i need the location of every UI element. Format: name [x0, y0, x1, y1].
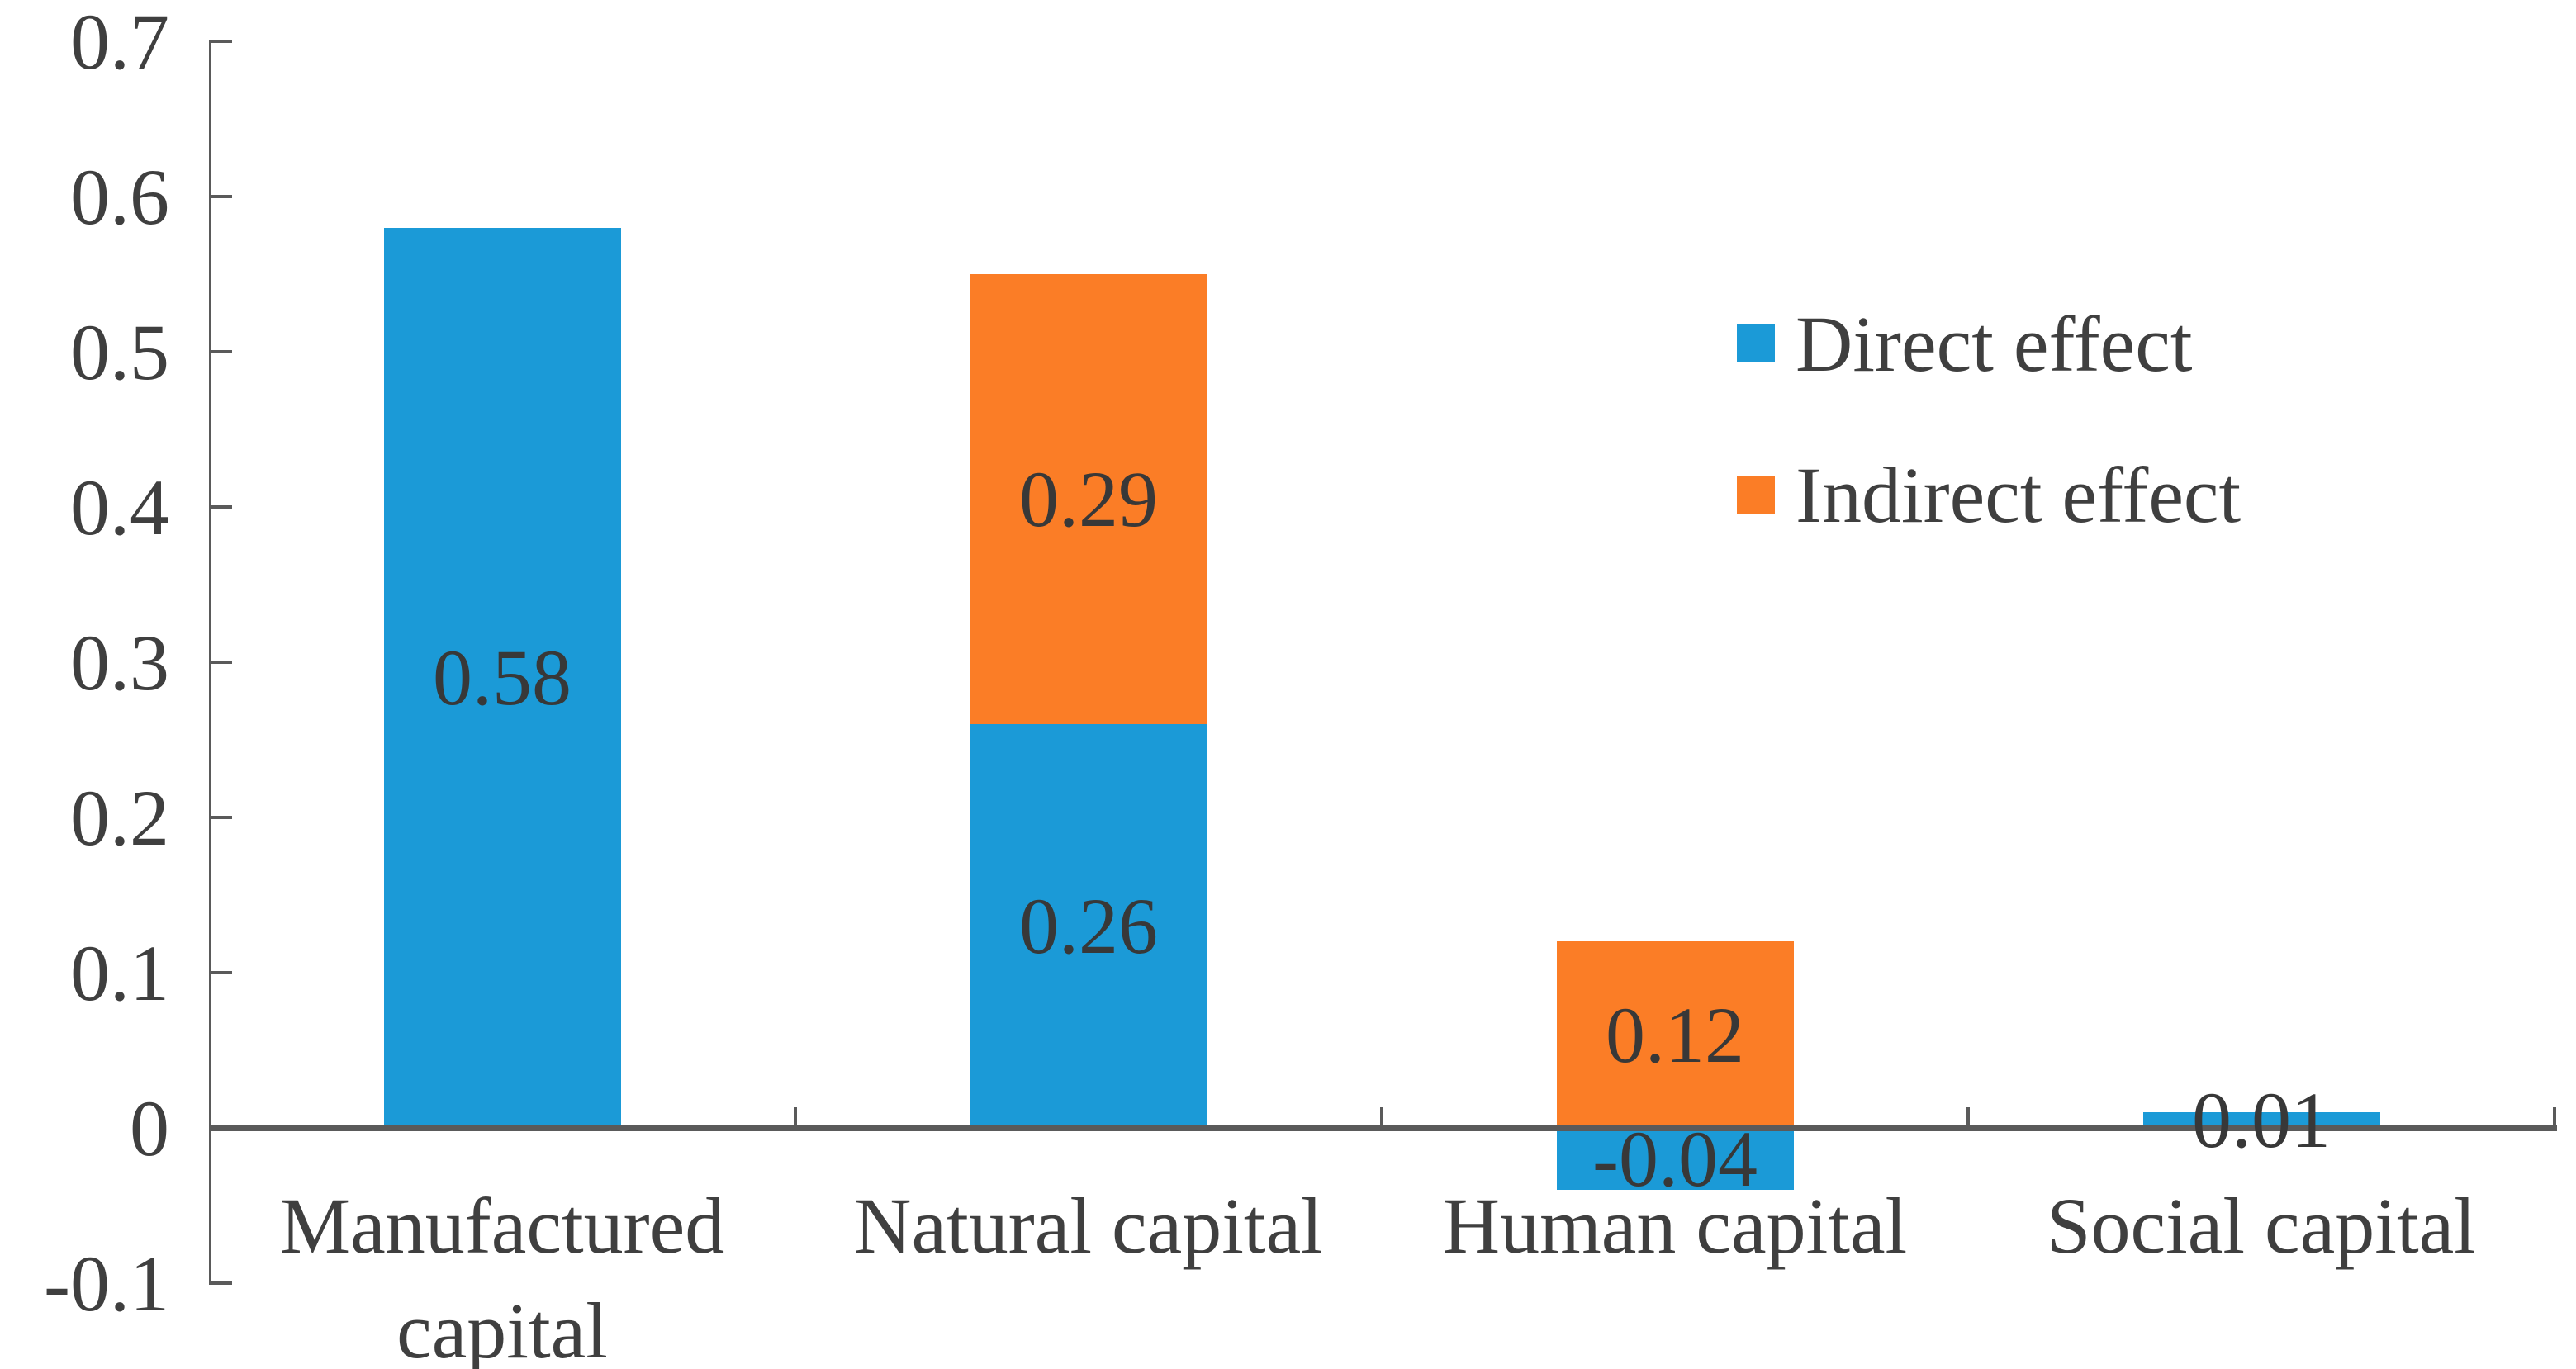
legend-swatch-indirect-effect-icon [1737, 476, 1775, 514]
bar-value-label: 0.26 [1019, 882, 1158, 971]
x-axis-tick [2553, 1107, 2556, 1125]
y-axis-tick-label: 0.4 [70, 462, 169, 552]
x-axis-tick [1380, 1107, 1383, 1125]
y-axis-tick [209, 40, 232, 43]
legend-swatch-direct-effect-icon [1737, 324, 1775, 362]
legend-item-indirect-effect: Indirect effect [1737, 451, 2241, 539]
y-axis-tick-label: 0.1 [70, 928, 169, 1017]
legend-item-direct-effect: Direct effect [1737, 300, 2193, 388]
y-axis-tick-label: 0.5 [70, 307, 169, 396]
y-axis-tick [209, 1281, 232, 1285]
bar-value-label: 0.29 [1019, 455, 1158, 544]
x-axis-tick [794, 1107, 797, 1125]
legend-label-indirect-effect: Indirect effect [1796, 450, 2242, 539]
bar-value-label: 0.12 [1606, 990, 1744, 1079]
category-label: Manufactured capital [279, 1182, 725, 1369]
y-axis-tick-label: 0.3 [70, 618, 169, 707]
y-axis-tick [209, 195, 232, 198]
x-axis-line [209, 1125, 2557, 1131]
bar-segment [970, 274, 1207, 725]
y-axis-tick [209, 350, 232, 353]
bar-segment [970, 724, 1207, 1128]
bar-value-label: -0.04 [1592, 1115, 1758, 1204]
y-axis-tick [209, 971, 232, 974]
y-axis-tick [209, 816, 232, 819]
y-axis-tick-label: 0 [130, 1083, 169, 1172]
bar-value-label: 0.01 [2192, 1076, 2331, 1165]
y-axis-tick-label: 0.6 [70, 152, 169, 241]
category-label: Human capital [1442, 1182, 1908, 1270]
y-axis-tick-label: 0.2 [70, 773, 169, 862]
bar-segment [383, 227, 621, 1128]
category-label: Social capital [2047, 1182, 2476, 1270]
bar-segment [1556, 941, 1794, 1128]
y-axis-tick [209, 661, 232, 664]
x-axis-tick [1966, 1107, 1970, 1125]
bar-value-label: 0.58 [433, 633, 572, 722]
bar-segment [2142, 1112, 2380, 1128]
y-axis-tick-label: -0.1 [44, 1239, 169, 1328]
legend-label-direct-effect: Direct effect [1796, 299, 2193, 388]
bar-segment [1556, 1128, 1794, 1191]
y-axis-tick [209, 505, 232, 509]
category-label: Natural capital [854, 1182, 1323, 1270]
y-axis-tick-label: 0.7 [70, 0, 169, 86]
